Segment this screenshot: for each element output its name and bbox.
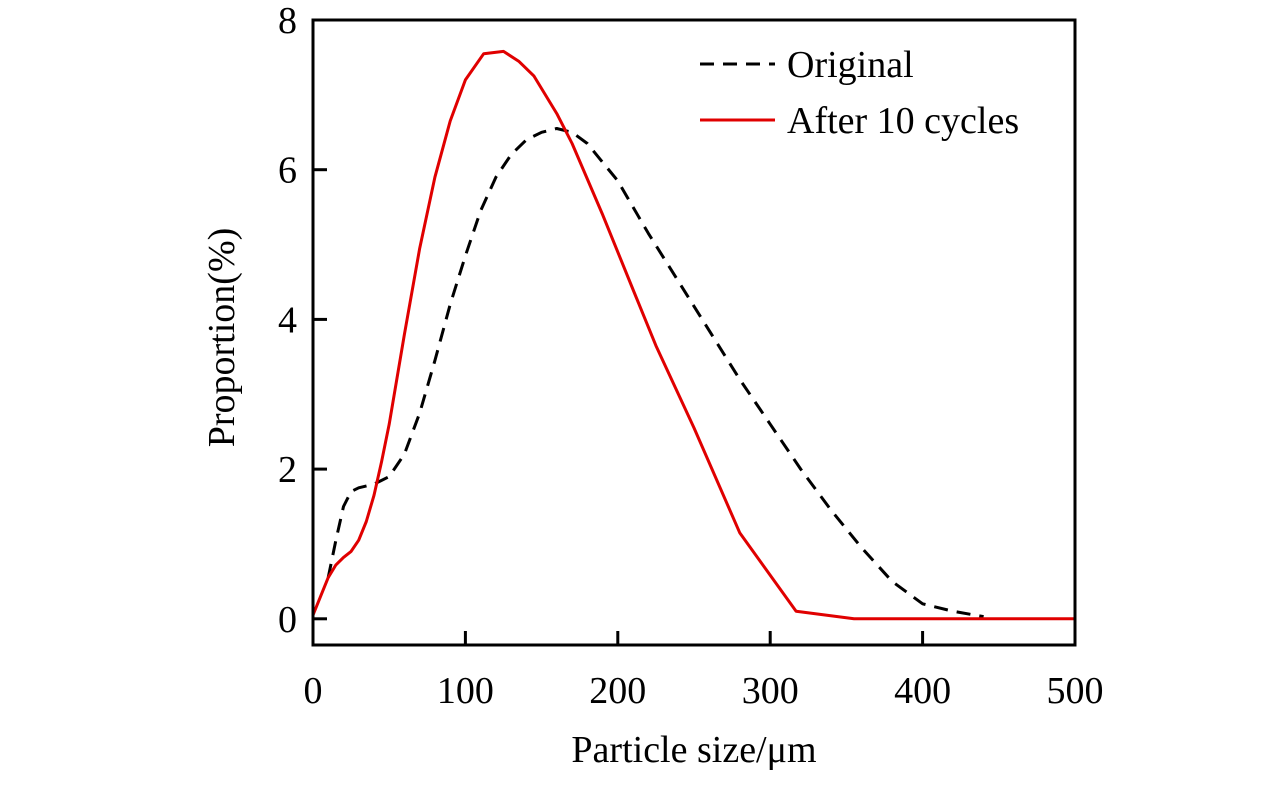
x-tick-label: 0: [304, 670, 323, 712]
x-axis-title: Particle size/μm: [571, 729, 816, 771]
y-axis-title: Proportion(%): [201, 228, 243, 448]
series-line-original: [326, 127, 984, 619]
plot-frame: [311, 18, 1077, 647]
x-tick-label: 200: [589, 670, 646, 712]
x-tick-label: 400: [894, 670, 951, 712]
legend-label-after-10-cycles: After 10 cycles: [787, 100, 1019, 142]
y-tick-label: 8: [278, 0, 297, 42]
x-tick-label: 300: [742, 670, 799, 712]
legend: Original After 10 cycles: [700, 44, 1019, 142]
y-tick-label: 4: [278, 299, 297, 341]
series-line-after-10-cycles: [313, 49, 1075, 621]
y-axis: 0 2 4 6 8: [278, 0, 327, 641]
series-layer: [313, 49, 1075, 621]
x-tick-label: 500: [1047, 670, 1104, 712]
y-tick-label: 0: [278, 599, 297, 641]
x-tick-label: 100: [437, 670, 494, 712]
y-tick-label: 6: [278, 150, 297, 192]
x-axis: 0 100 200 300 400 500: [304, 631, 1104, 712]
y-tick-label: 2: [278, 449, 297, 491]
legend-label-original: Original: [787, 44, 914, 86]
